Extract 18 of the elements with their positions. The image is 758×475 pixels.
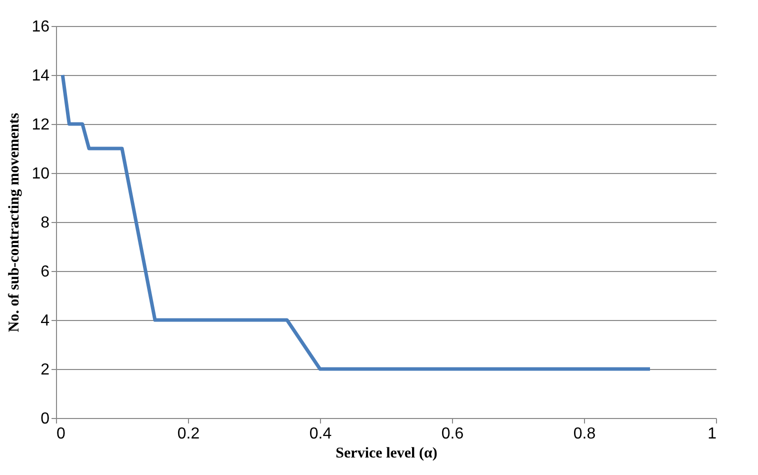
y-tick-label: 4 <box>40 312 50 330</box>
x-tick-label: 1 <box>708 426 717 442</box>
y-tick-label: 0 <box>40 410 50 428</box>
y-tick-label: 16 <box>32 18 50 36</box>
y-tick-label: 2 <box>40 362 50 378</box>
y-tick-label: 12 <box>32 116 50 134</box>
x-tick-label: 0.4 <box>309 426 332 442</box>
y-tick-label: 6 <box>40 264 50 280</box>
y-tick-label: 14 <box>32 68 50 84</box>
y-tick-label: 10 <box>32 166 50 182</box>
y-tick-label: 8 <box>40 214 50 232</box>
x-tick-label: 0 <box>56 426 66 442</box>
y-axis-title: No. of sub-contracting movements <box>6 112 23 332</box>
x-tick-label: 0.8 <box>573 426 596 442</box>
x-tick-label: 0.6 <box>441 426 464 442</box>
x-tick-label: 0.2 <box>177 426 200 442</box>
line-series <box>60 73 652 371</box>
x-axis-title: Service level (α) <box>336 446 438 462</box>
